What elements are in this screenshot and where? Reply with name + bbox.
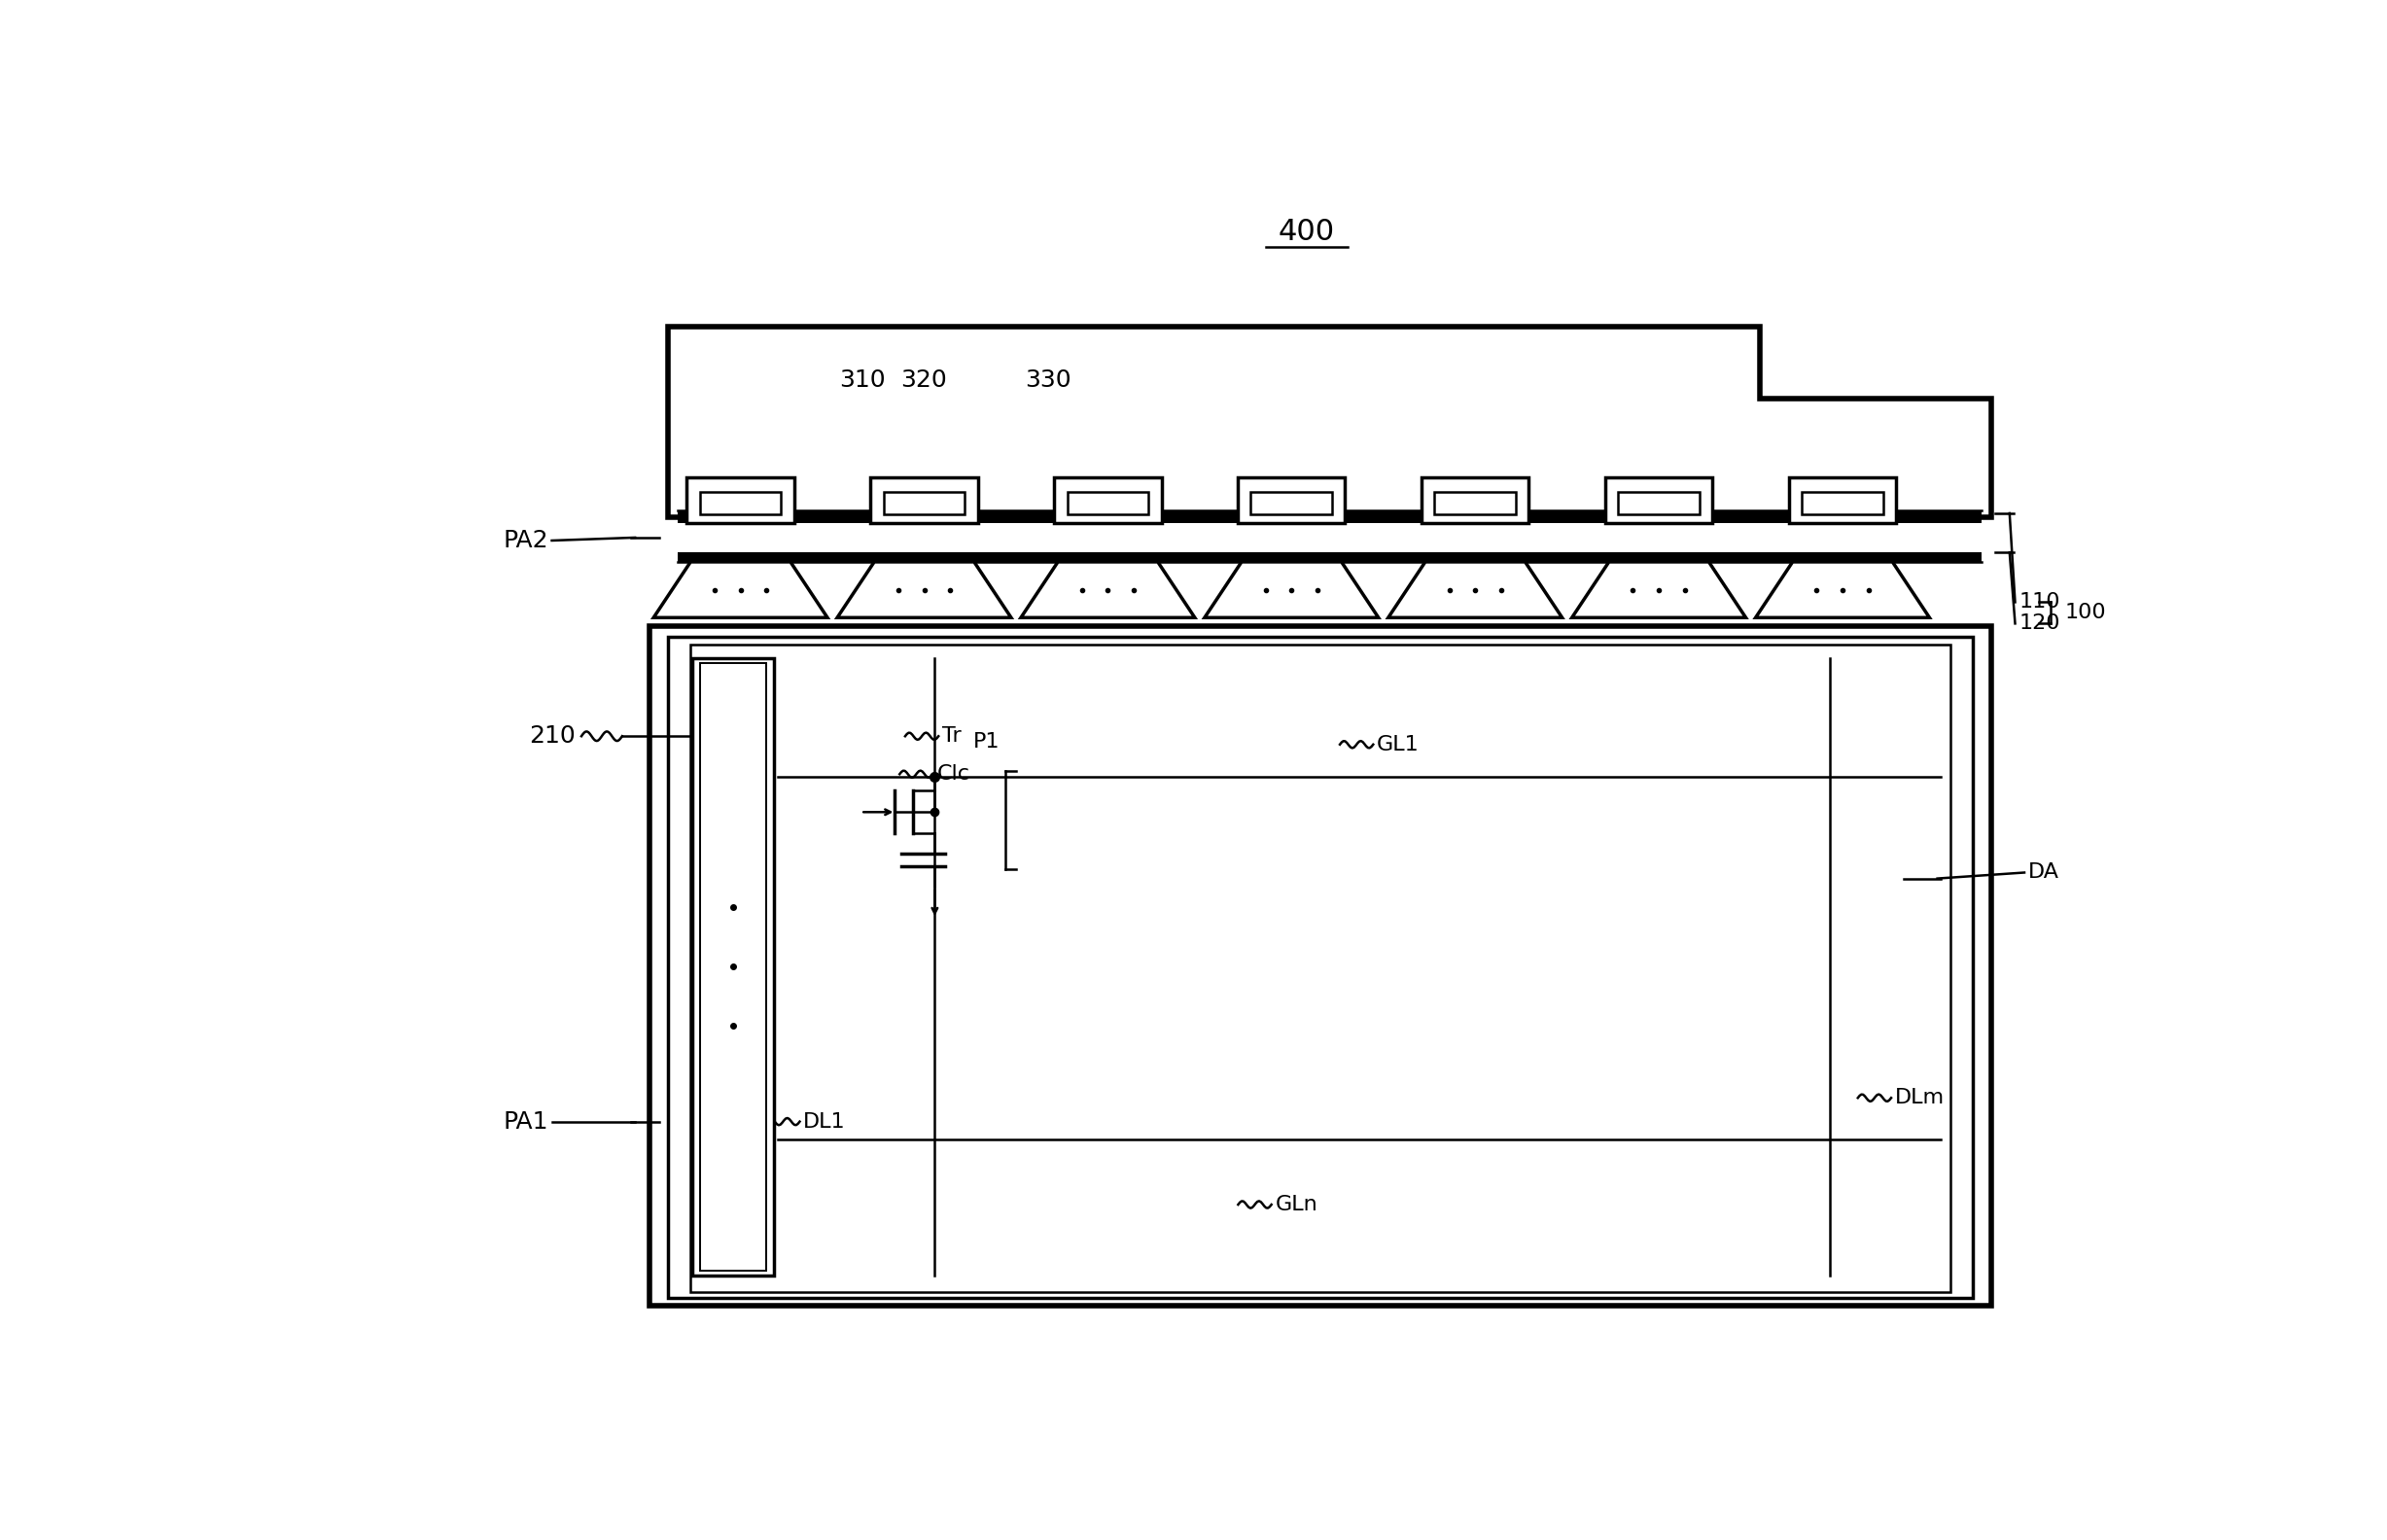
Bar bbox=[699, 491, 781, 514]
Text: 330: 330 bbox=[1024, 368, 1072, 393]
Text: DA: DA bbox=[2029, 862, 2060, 882]
Text: DLm: DLm bbox=[1895, 1089, 1945, 1107]
Text: PA1: PA1 bbox=[504, 1110, 549, 1133]
Bar bbox=[668, 636, 1972, 1298]
Text: GLn: GLn bbox=[1275, 1195, 1318, 1215]
Text: DL1: DL1 bbox=[804, 1112, 845, 1132]
Bar bbox=[1251, 491, 1332, 514]
Polygon shape bbox=[1022, 562, 1196, 618]
Polygon shape bbox=[1754, 562, 1929, 618]
Text: 120: 120 bbox=[2019, 614, 2060, 633]
Text: 310: 310 bbox=[840, 368, 886, 393]
Bar bbox=[1239, 477, 1346, 522]
Polygon shape bbox=[1205, 562, 1377, 618]
Polygon shape bbox=[1573, 562, 1745, 618]
Polygon shape bbox=[668, 326, 1991, 517]
Bar bbox=[1067, 491, 1148, 514]
Text: 320: 320 bbox=[900, 368, 948, 393]
Bar bbox=[1788, 477, 1895, 522]
Bar bbox=[692, 658, 773, 1275]
Bar bbox=[699, 662, 766, 1270]
Text: Tr: Tr bbox=[943, 727, 962, 745]
Bar bbox=[883, 491, 964, 514]
Bar bbox=[1423, 477, 1528, 522]
Bar bbox=[649, 625, 1991, 1306]
Polygon shape bbox=[838, 562, 1012, 618]
Bar bbox=[678, 553, 1981, 562]
Text: 400: 400 bbox=[1279, 219, 1334, 246]
Bar bbox=[687, 477, 795, 522]
Bar bbox=[1435, 491, 1516, 514]
Text: 210: 210 bbox=[530, 724, 575, 748]
Bar bbox=[1055, 477, 1162, 522]
Bar bbox=[871, 477, 979, 522]
Text: GL1: GL1 bbox=[1377, 735, 1420, 755]
Text: P1: P1 bbox=[974, 733, 1000, 752]
Polygon shape bbox=[1389, 562, 1561, 618]
Bar bbox=[690, 644, 1950, 1292]
Bar bbox=[1802, 491, 1883, 514]
Polygon shape bbox=[654, 562, 828, 618]
Bar bbox=[678, 511, 1981, 522]
Text: 100: 100 bbox=[2065, 604, 2105, 622]
Text: Clc: Clc bbox=[936, 764, 969, 784]
Bar bbox=[1604, 477, 1711, 522]
Text: PA2: PA2 bbox=[504, 528, 549, 553]
Text: 110: 110 bbox=[2019, 593, 2060, 611]
Bar bbox=[1618, 491, 1700, 514]
